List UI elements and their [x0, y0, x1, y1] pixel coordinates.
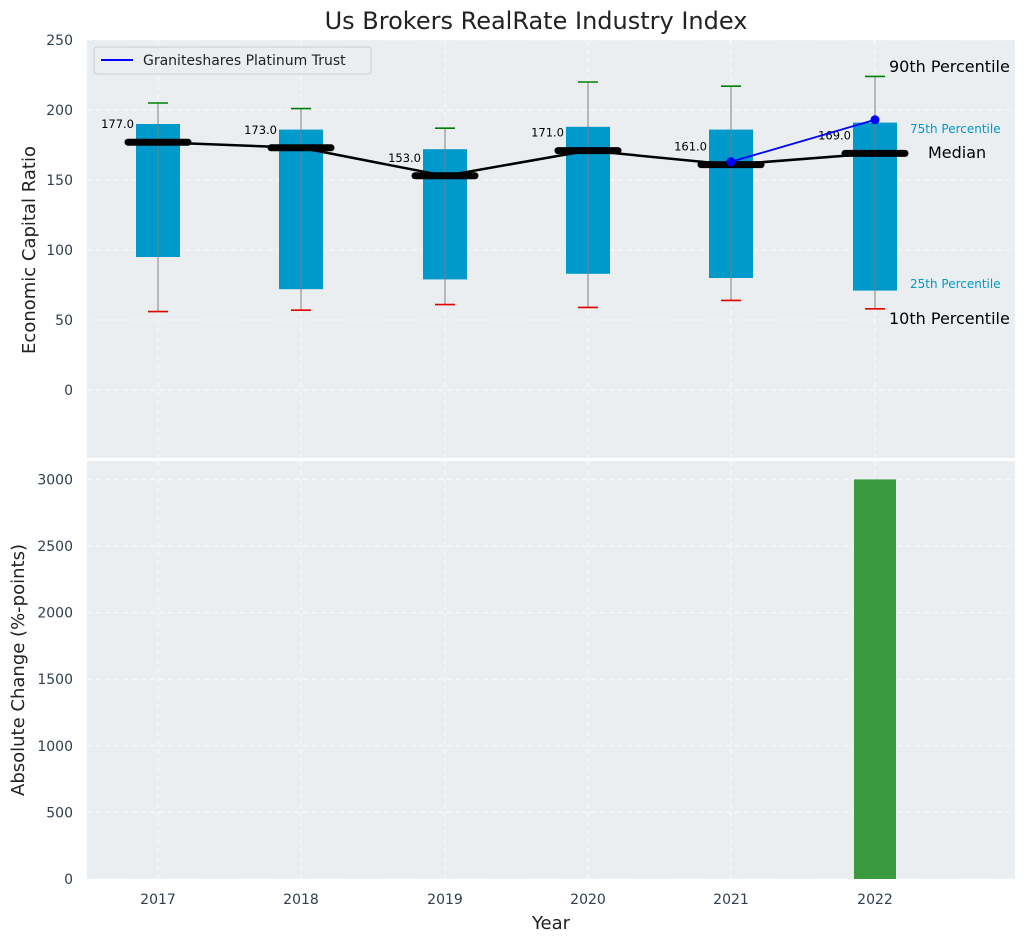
median-value-label-2018: 173.0: [244, 123, 277, 137]
x-tick-labels: 2017 2018 2019 2020 2021 2022: [140, 892, 893, 908]
x-tick-label: 2021: [713, 892, 749, 908]
annotation-p75: 75th Percentile: [910, 122, 1001, 136]
median-value-label-2020: 171.0: [531, 126, 564, 140]
median-value-label-2022: 169.0: [818, 128, 851, 142]
bottom-y-tick-label: 3000: [37, 472, 73, 488]
top-y-tick-label: 250: [46, 33, 73, 49]
x-tick-label: 2022: [857, 892, 893, 908]
legend: Graniteshares Platinum Trust: [93, 46, 372, 75]
company-line: [730, 118, 876, 163]
change-bar-2022: [854, 479, 896, 879]
annotation-p25: 25th Percentile: [910, 277, 1001, 291]
legend-box: [93, 46, 372, 75]
bottom-y-tick-label: 1000: [37, 739, 73, 755]
annotation-p10: 10th Percentile: [889, 309, 1010, 328]
bottom-y-axis-title: Absolute Change (%-points): [8, 544, 29, 796]
x-tick-label: 2019: [427, 892, 463, 908]
bottom-y-tick-label: 2500: [37, 539, 73, 555]
x-tick-label: 2020: [570, 892, 606, 908]
bottom-y-tick-label: 0: [64, 872, 73, 888]
annotation-p90: 90th Percentile: [889, 57, 1010, 76]
x-tick-label: 2017: [140, 892, 176, 908]
top-y-tick-label: 0: [64, 383, 73, 399]
bottom-y-tick-label: 500: [46, 805, 73, 821]
company-point-2022: [870, 115, 880, 125]
top-y-axis-title: Economic Capital Ratio: [19, 146, 40, 354]
percentile-annotations: 90th Percentile 75th Percentile Median 2…: [889, 57, 1010, 328]
annotation-median: Median: [928, 143, 986, 162]
bottom-y-tick-label: 2000: [37, 606, 73, 622]
top-y-tick-label: 200: [46, 103, 73, 119]
x-axis-title: Year: [531, 913, 571, 934]
bottom-y-tick-labels: 0 500 1000 1500 2000 2500 3000: [37, 472, 73, 888]
company-series-group: [726, 115, 880, 167]
x-tick-label: 2018: [283, 892, 319, 908]
top-y-tick-label: 50: [55, 313, 73, 329]
top-y-tick-label: 100: [46, 243, 73, 259]
top-y-tick-labels: 0 50 100 150 200 250: [46, 33, 73, 399]
median-value-label-2019: 153.0: [388, 151, 421, 165]
change-bars: [854, 479, 896, 879]
legend-label: Graniteshares Platinum Trust: [143, 53, 346, 69]
median-value-label-2017: 177.0: [101, 117, 134, 131]
bottom-y-tick-label: 1500: [37, 672, 73, 688]
bottom-gridlines: [87, 461, 1015, 880]
median-line-group: 177.0 173.0 153.0 171.0 161.0 169.0: [101, 117, 909, 180]
top-y-tick-label: 150: [46, 173, 73, 189]
chart-title: Us Brokers RealRate Industry Index: [325, 7, 748, 35]
median-value-label-2021: 161.0: [674, 140, 707, 154]
company-point-2021: [726, 157, 736, 167]
